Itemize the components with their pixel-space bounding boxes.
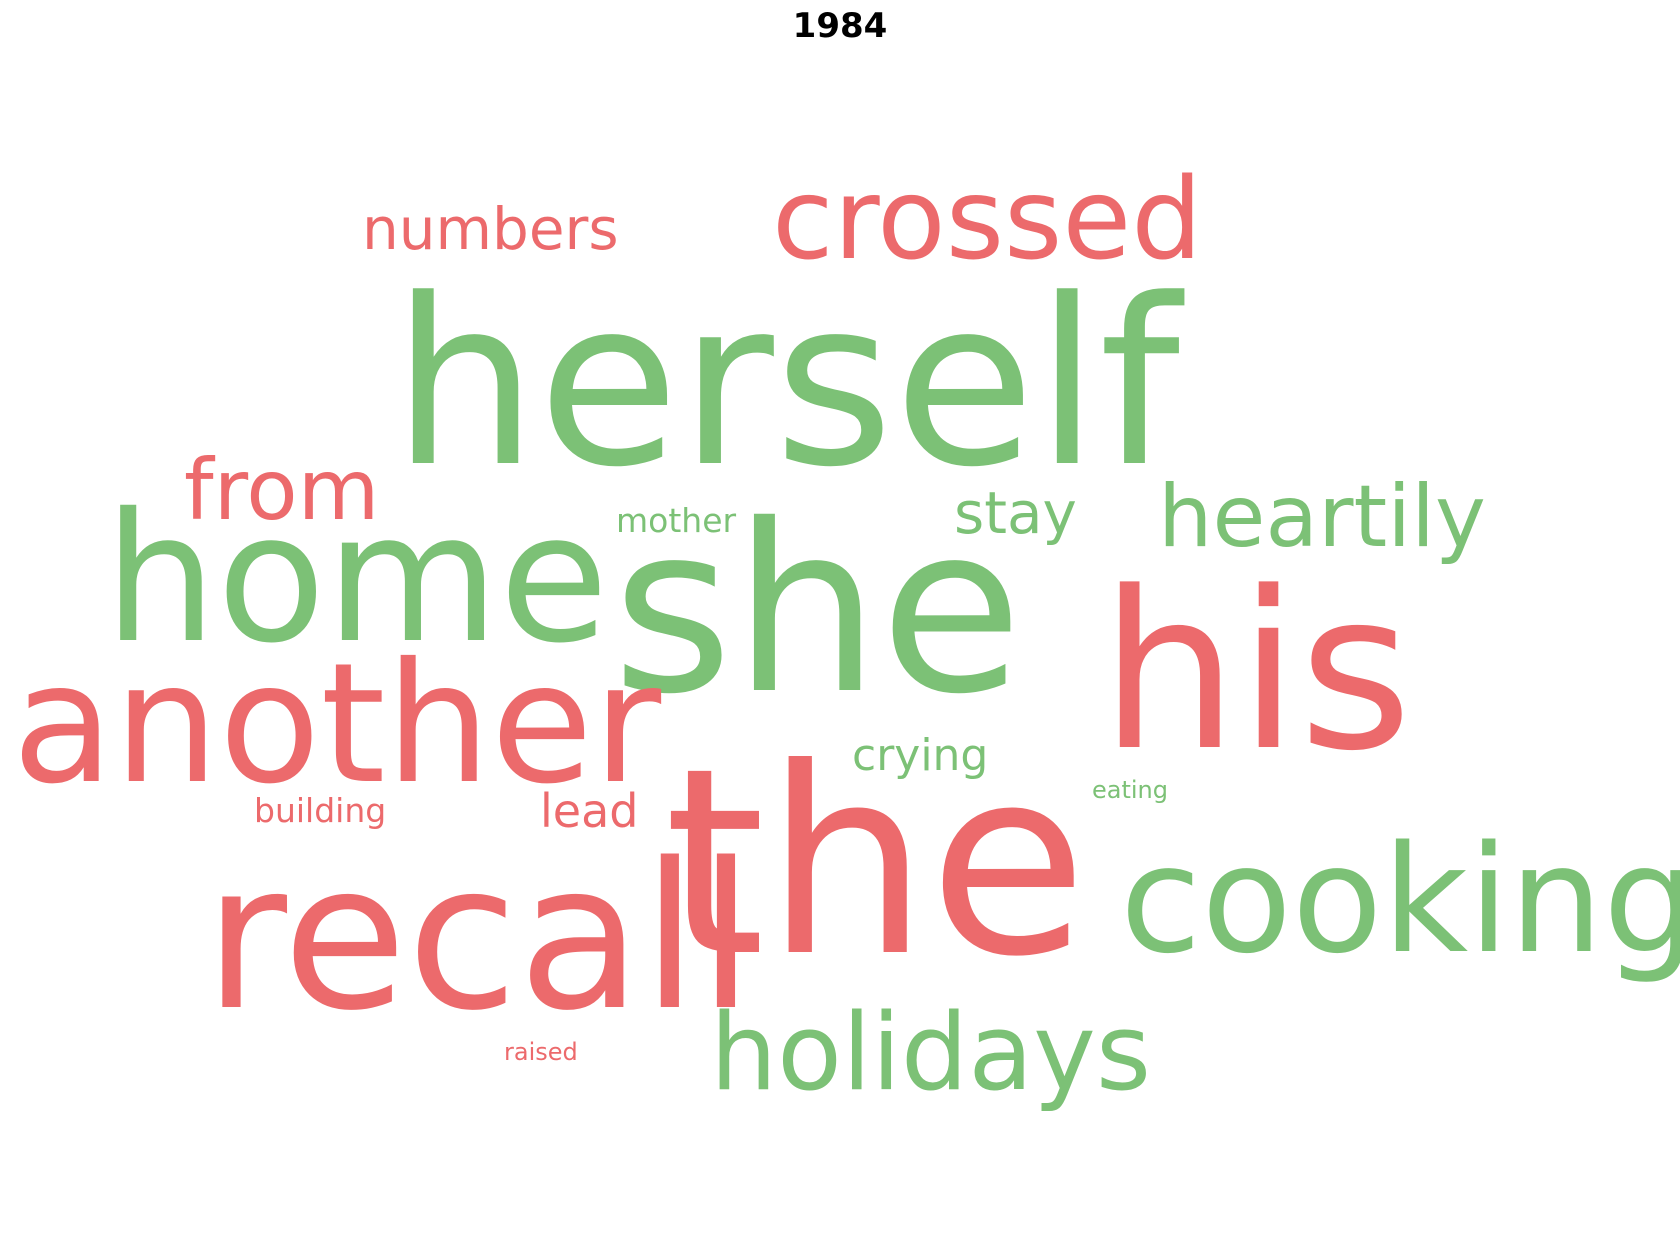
word-cooking: cooking	[1120, 814, 1680, 986]
word-lead: lead	[540, 784, 639, 838]
word-from: from	[184, 441, 380, 539]
word-building: building	[254, 791, 387, 830]
word-crying: crying	[852, 730, 989, 781]
word-eating: eating	[1092, 776, 1168, 804]
word-raised: raised	[504, 1038, 578, 1066]
chart-title: 1984	[792, 6, 888, 46]
word-holidays: holidays	[710, 991, 1152, 1114]
word-another: another	[12, 628, 662, 821]
word-home: home	[104, 475, 609, 682]
word-his: his	[1100, 546, 1413, 799]
word-recall: recall	[204, 819, 754, 1055]
word-the: the	[664, 713, 1088, 1013]
word-crossed: crossed	[772, 155, 1203, 285]
word-numbers: numbers	[362, 195, 619, 263]
word-mother: mother	[616, 501, 737, 540]
word-stay: stay	[954, 479, 1077, 547]
word-herself: herself	[392, 251, 1181, 518]
word-heartily: heartily	[1158, 467, 1486, 567]
word-she: she	[612, 475, 1023, 745]
